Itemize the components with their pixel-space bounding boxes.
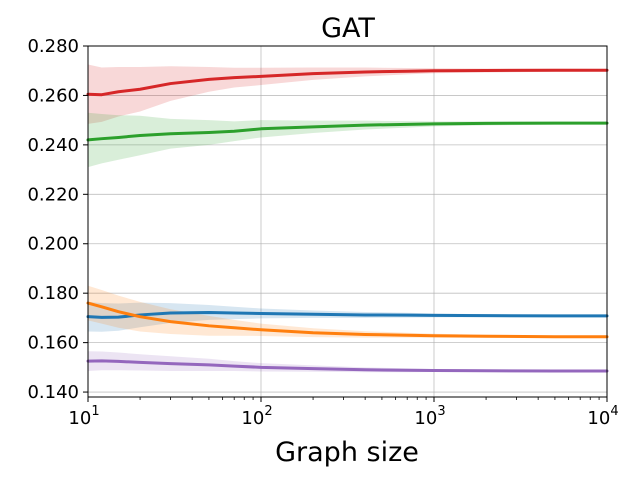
series-4-band	[88, 351, 607, 373]
x-tick-label: 102	[241, 404, 272, 429]
x-tick-label: 104	[587, 404, 618, 429]
series-2-band	[88, 301, 607, 332]
x-tick-base: 10	[587, 408, 610, 429]
y-tick-label: 0.200	[27, 234, 79, 255]
plot-frame	[87, 45, 608, 398]
series-3-line	[86, 301, 609, 339]
series-lines	[86, 68, 609, 373]
y-tick-label: 0.240	[27, 135, 79, 156]
series-2-line	[86, 310, 609, 319]
series-1-line	[86, 121, 609, 142]
y-tick-label: 0.180	[27, 283, 79, 304]
series-0-line	[86, 68, 609, 97]
y-tick-label: 0.220	[27, 184, 79, 205]
x-tick-base: 10	[414, 408, 437, 429]
x-tick-label: 101	[68, 404, 99, 429]
x-tick-exponent: 1	[91, 404, 99, 419]
x-axis-ticks: 101 102 103 104	[68, 397, 619, 429]
y-axis-ticks: 0.140 0.160 0.180 0.200 0.220 0.240 0.260 0.280	[27, 36, 88, 403]
y-tick-label: 0.160	[27, 333, 79, 354]
series-1-band	[88, 112, 607, 168]
x-tick-exponent: 4	[610, 404, 618, 419]
x-tick-label: 103	[414, 404, 445, 429]
series-4-line	[86, 359, 609, 373]
y-tick-label: 0.140	[27, 382, 79, 403]
y-tick-label: 0.280	[27, 36, 79, 57]
y-tick-label: 0.260	[27, 85, 79, 106]
confidence-bands	[88, 64, 607, 373]
x-tick-exponent: 2	[264, 404, 272, 419]
x-tick-base: 10	[241, 408, 264, 429]
x-axis-label: Graph size	[275, 437, 419, 468]
x-tick-exponent: 3	[437, 404, 445, 419]
chart-title: GAT	[321, 13, 375, 44]
series-3-band	[88, 285, 607, 338]
x-tick-base: 10	[68, 408, 91, 429]
